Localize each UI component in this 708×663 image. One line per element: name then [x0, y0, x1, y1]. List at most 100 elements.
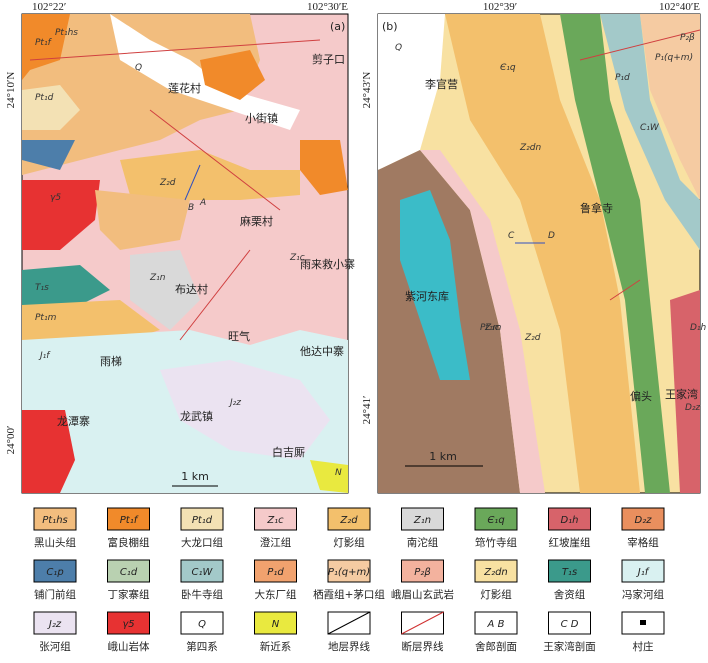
legend-swatch — [327, 507, 371, 531]
unit-label: Pt₁m — [35, 313, 57, 323]
legend-swatch — [621, 559, 665, 583]
legend-name: 宰格组 — [627, 536, 659, 549]
legend-name: 冯家河组 — [622, 588, 664, 601]
legend-code: Z₁c — [266, 515, 284, 526]
unit-label: D₂z — [685, 403, 701, 413]
coord-label: 102°22′ — [32, 1, 66, 13]
legend-swatch — [107, 507, 150, 531]
legend-code: Pt₁hs — [42, 515, 68, 526]
place: 鲁拿寺 — [580, 201, 613, 215]
legend-swatch — [180, 507, 224, 531]
legend-name: 黑山头组 — [34, 536, 76, 549]
unit-label: Pt₁hs — [55, 28, 78, 38]
legend-name: 澄江组 — [260, 536, 292, 549]
legend-name: 卧牛寺组 — [181, 588, 223, 601]
coord-label: 102°39′ — [483, 1, 517, 13]
place: 白吉厮 — [272, 445, 305, 459]
unit-label: D₁h — [690, 323, 707, 333]
unit-label: γ5 — [50, 193, 61, 203]
legend-swatch — [474, 507, 518, 531]
unit-label: Q — [395, 43, 402, 53]
legend-name: 第四系 — [186, 640, 218, 653]
legend-code: Q — [198, 619, 206, 630]
legend-code: Z₁n — [413, 515, 431, 526]
legend-code: J₂z — [47, 619, 62, 630]
legend-name: 红坡崖组 — [549, 536, 591, 549]
legend-code: C₁p — [46, 567, 63, 578]
panel-label: (a) — [330, 20, 345, 33]
map-b: (b) 李官营 鲁拿寺 王家湾 偏头 紫河东库 1 km — [377, 13, 701, 494]
place: 雨来救小寨 — [300, 257, 355, 271]
unit-label: A — [199, 198, 206, 208]
legend-swatch — [327, 559, 371, 583]
unit-label: Z₂d — [159, 178, 176, 188]
legend-name: 大东厂组 — [255, 588, 297, 601]
place: 莲花村 — [168, 81, 201, 95]
legend-name: 丁家寨组 — [108, 588, 150, 601]
unit-label: Z₁c — [484, 323, 500, 333]
unit-label: P₁d — [615, 73, 630, 83]
legend-code: C₁W — [192, 567, 214, 578]
legend-swatch — [254, 559, 297, 583]
panel-label: (b) — [382, 20, 398, 33]
legend-code: Pt₁d — [192, 515, 213, 526]
legend-name: 舍郎剖面 — [475, 640, 517, 653]
coord-label: 102°30′E — [307, 1, 348, 13]
legend-code: P₂β — [414, 567, 431, 578]
unit-label: P₂β — [680, 33, 695, 43]
coord-label: 24°10′N — [5, 72, 17, 109]
legend-code: D₂z — [635, 515, 653, 526]
legend-line — [327, 611, 371, 635]
unit-label: B — [188, 203, 194, 213]
legend-code: P₁(q+m) — [328, 567, 370, 578]
legend-code: J₁f — [636, 567, 650, 578]
place: 麻栗村 — [240, 214, 273, 228]
legend-swatch — [33, 507, 77, 531]
legend-swatch — [548, 507, 591, 531]
legend-name: 地层界线 — [328, 640, 370, 653]
unit-label: Pt₁d — [35, 93, 54, 103]
unit-label: Z₁c — [289, 253, 305, 263]
legend-name: 灯影组 — [333, 536, 365, 549]
legend-swatch — [548, 559, 591, 583]
legend-village — [640, 620, 646, 625]
legend-name: 张河组 — [39, 640, 71, 653]
map-a: (a) 龙武镇 小街镇 莲花村 剪子口 麻栗村 雨来救小寨 布达村 他达中寨 雨… — [21, 13, 355, 494]
unit-label: D — [548, 231, 555, 241]
legend-name: 富良棚组 — [108, 536, 150, 549]
coord-label: 24°00′ — [5, 426, 17, 455]
unit-label: C₁W — [640, 123, 660, 133]
coord-label: 102°40′E — [659, 1, 700, 13]
place: 王家湾 — [665, 387, 698, 401]
legend-swatch — [107, 611, 150, 635]
legend-swatch — [180, 611, 224, 635]
place: 雨梯 — [100, 355, 122, 368]
legend-name: 断层界线 — [402, 640, 444, 653]
legend-code: Pt₁f — [120, 515, 139, 526]
legend-code: A B — [487, 619, 505, 630]
unit-label: Є₁q — [500, 63, 516, 73]
legend-swatch — [33, 611, 77, 635]
unit-label: J₁f — [38, 351, 51, 361]
place: 龙潭寨 — [57, 414, 90, 428]
legend-name: 王家湾剖面 — [543, 640, 596, 653]
legend-code: Z₂dn — [483, 567, 508, 578]
legend-code: C₁d — [120, 567, 138, 578]
unit-label: N — [335, 468, 342, 478]
legend-name: 栖霞组+茅口组 — [313, 588, 385, 601]
legend-swatch — [401, 507, 444, 531]
legend-swatch — [401, 559, 444, 583]
unit-label: C — [508, 231, 515, 241]
place: 龙武镇 — [180, 409, 213, 423]
place: 剪子口 — [312, 52, 345, 66]
unit-label: Pt₁m — [480, 323, 502, 333]
legend-swatch — [107, 559, 150, 583]
legend-swatch — [474, 559, 518, 583]
dynamic: 102°22′ 102°30′E 102°39′ 102°40′E 24°10′N 24°… — [5, 1, 707, 653]
legend-code: T₁s — [562, 567, 577, 578]
place: 旺气 — [228, 329, 250, 343]
place: 小街镇 — [245, 111, 278, 125]
legend-name: 铺门前组 — [34, 588, 76, 601]
unit-label: Z₁n — [149, 273, 166, 283]
scale-label: 1 km — [181, 470, 209, 483]
